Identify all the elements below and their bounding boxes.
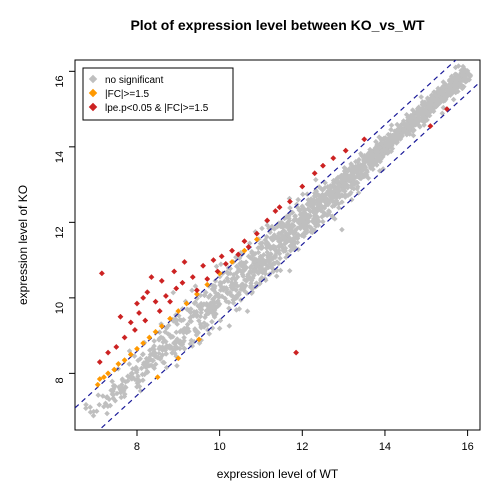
x-axis-label: expression level of WT	[217, 467, 339, 481]
threshold-line	[75, 82, 480, 452]
y-tick-label: 14	[54, 151, 66, 163]
x-tick-label: 14	[379, 441, 391, 453]
legend-label: lpe.p<0.05 & |FC|>=1.5	[105, 103, 209, 114]
chart-svg: Plot of expression level between KO_vs_W…	[0, 0, 502, 502]
y-tick-label: 16	[54, 75, 66, 87]
scatter-chart: Plot of expression level between KO_vs_W…	[0, 0, 502, 502]
y-tick-label: 10	[54, 302, 66, 314]
y-axis-label: expression level of KO	[16, 185, 30, 305]
legend-label: |FC|>=1.5	[105, 89, 150, 100]
y-tick-label: 12	[54, 226, 66, 238]
x-tick-label: 16	[461, 441, 473, 453]
legend-label: no significant	[105, 75, 164, 86]
x-tick-label: 12	[296, 441, 308, 453]
chart-title: Plot of expression level between KO_vs_W…	[130, 17, 425, 33]
y-tick-label: 8	[54, 377, 66, 383]
x-tick-label: 10	[214, 441, 226, 453]
x-tick-label: 8	[134, 441, 140, 453]
